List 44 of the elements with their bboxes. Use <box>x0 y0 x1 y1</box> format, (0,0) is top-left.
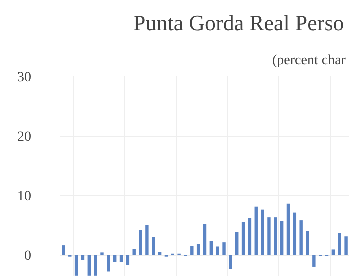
bar <box>236 232 239 256</box>
bar <box>88 255 92 276</box>
bar <box>261 210 264 256</box>
bar <box>210 241 214 256</box>
bar <box>332 250 336 256</box>
bar <box>132 249 136 256</box>
bar <box>196 244 200 256</box>
bar <box>248 218 252 256</box>
chart-title: Punta Gorda Real Perso <box>134 10 344 36</box>
y-tick-label: 0 <box>24 249 32 264</box>
bar <box>229 255 232 270</box>
bar <box>280 221 284 256</box>
y-tick-label: 30 <box>18 70 32 86</box>
bar <box>190 246 194 256</box>
bar <box>126 255 130 266</box>
bar <box>293 212 297 256</box>
bar <box>81 255 85 260</box>
bar <box>300 220 303 256</box>
bar <box>74 255 78 276</box>
bar <box>242 222 246 256</box>
bar <box>344 236 348 256</box>
bar <box>274 218 278 256</box>
chart-subtitle: (percent char <box>272 54 346 68</box>
bar <box>146 225 149 256</box>
bar <box>139 230 142 256</box>
bar <box>268 218 271 256</box>
bar <box>312 255 316 267</box>
bar <box>203 224 207 256</box>
bar <box>338 233 342 256</box>
y-tick-label: 20 <box>18 130 32 146</box>
bar <box>113 255 117 262</box>
bar <box>62 246 66 256</box>
bar <box>222 242 226 256</box>
bar <box>286 204 290 256</box>
bar <box>216 246 220 256</box>
bar <box>100 252 104 256</box>
bar <box>107 255 110 272</box>
bar <box>306 231 310 256</box>
y-tick-label: 10 <box>18 190 32 205</box>
bar <box>152 237 156 256</box>
bar <box>120 255 124 262</box>
bar <box>254 206 258 256</box>
bar <box>94 255 98 276</box>
bar <box>158 252 162 256</box>
